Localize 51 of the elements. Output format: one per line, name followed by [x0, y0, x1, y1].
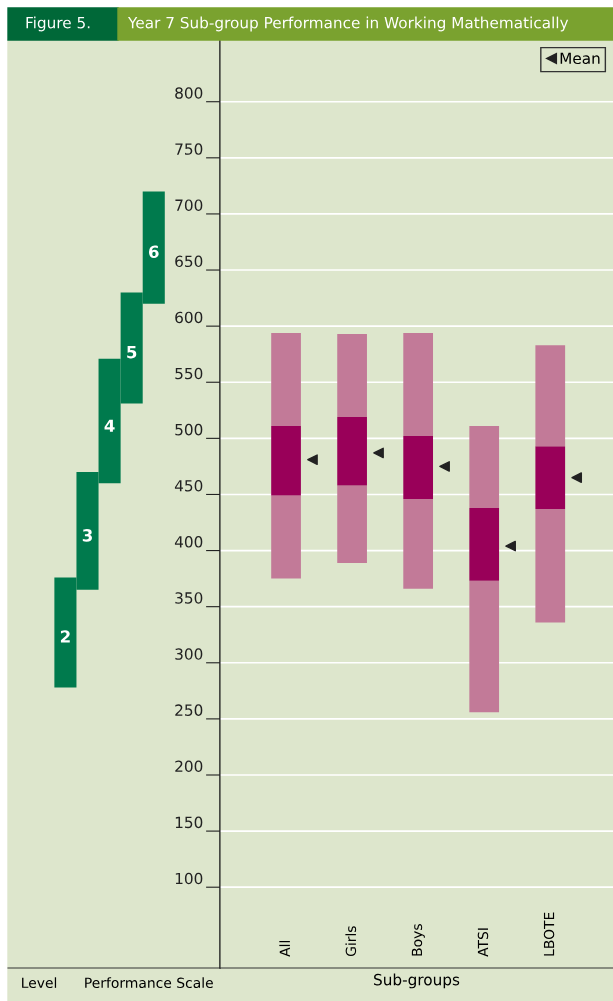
- y-tick-label: 100: [175, 872, 203, 885]
- y-tick-label: 400: [174, 536, 203, 548]
- point: [373, 447, 384, 459]
- y-tick-label: 750: [175, 143, 203, 155]
- bar: [271, 332, 301, 427]
- bar: [535, 345, 566, 447]
- bar: [271, 495, 301, 579]
- bar: [403, 332, 434, 437]
- y-tick-label: 300: [175, 648, 203, 660]
- x-axis-title: Sub-groups: [374, 973, 460, 989]
- y-tick-label: 550: [175, 367, 203, 380]
- y-tick-label: 650: [175, 255, 203, 268]
- x-tick-label: 5: [127, 346, 137, 359]
- text: Performance Scale: [85, 977, 213, 989]
- x-tick-label: Boys: [411, 924, 425, 956]
- bar: [469, 580, 500, 713]
- x-tick-label: All: [279, 940, 290, 957]
- y-tick-label: 500: [175, 423, 203, 436]
- y-tick-label: 200: [175, 760, 203, 773]
- x-tick-label: 2: [60, 630, 70, 643]
- y-tick-label: 250: [175, 704, 203, 716]
- point: [571, 472, 583, 483]
- x-tick-label: LBOTE: [543, 912, 555, 956]
- caption: Figure 5.: [26, 16, 90, 32]
- x-tick-label: 6: [148, 245, 159, 259]
- y-tick-label: 150: [175, 816, 203, 829]
- y-tick-label: 800: [175, 87, 203, 99]
- bar: [271, 426, 301, 496]
- x-axis-title: Level: [22, 977, 57, 989]
- x-tick-label: ATSI: [477, 928, 489, 957]
- bar: [535, 509, 566, 623]
- y-tick-label: 600: [175, 311, 203, 324]
- bar: [535, 446, 566, 510]
- bar: [337, 417, 367, 486]
- legend-label: Mean: [560, 52, 600, 65]
- bar: [403, 498, 434, 589]
- x-tick-label: 3: [82, 529, 92, 542]
- point: [505, 540, 516, 552]
- x-tick-label: Girls: [345, 926, 357, 957]
- bar: [469, 426, 500, 508]
- y-tick-label: 450: [174, 479, 203, 492]
- point: [307, 454, 318, 466]
- y-tick-label: 700: [175, 199, 203, 211]
- bar: [469, 507, 500, 581]
- bar: [337, 334, 367, 418]
- bar: [403, 436, 434, 499]
- x-tick-label: 4: [104, 419, 115, 432]
- text: Year 7 Sub-group Performance in Working Mathematically: [127, 16, 569, 32]
- bar: [337, 485, 367, 563]
- point: [439, 461, 450, 472]
- y-tick-label: 350: [175, 592, 203, 604]
